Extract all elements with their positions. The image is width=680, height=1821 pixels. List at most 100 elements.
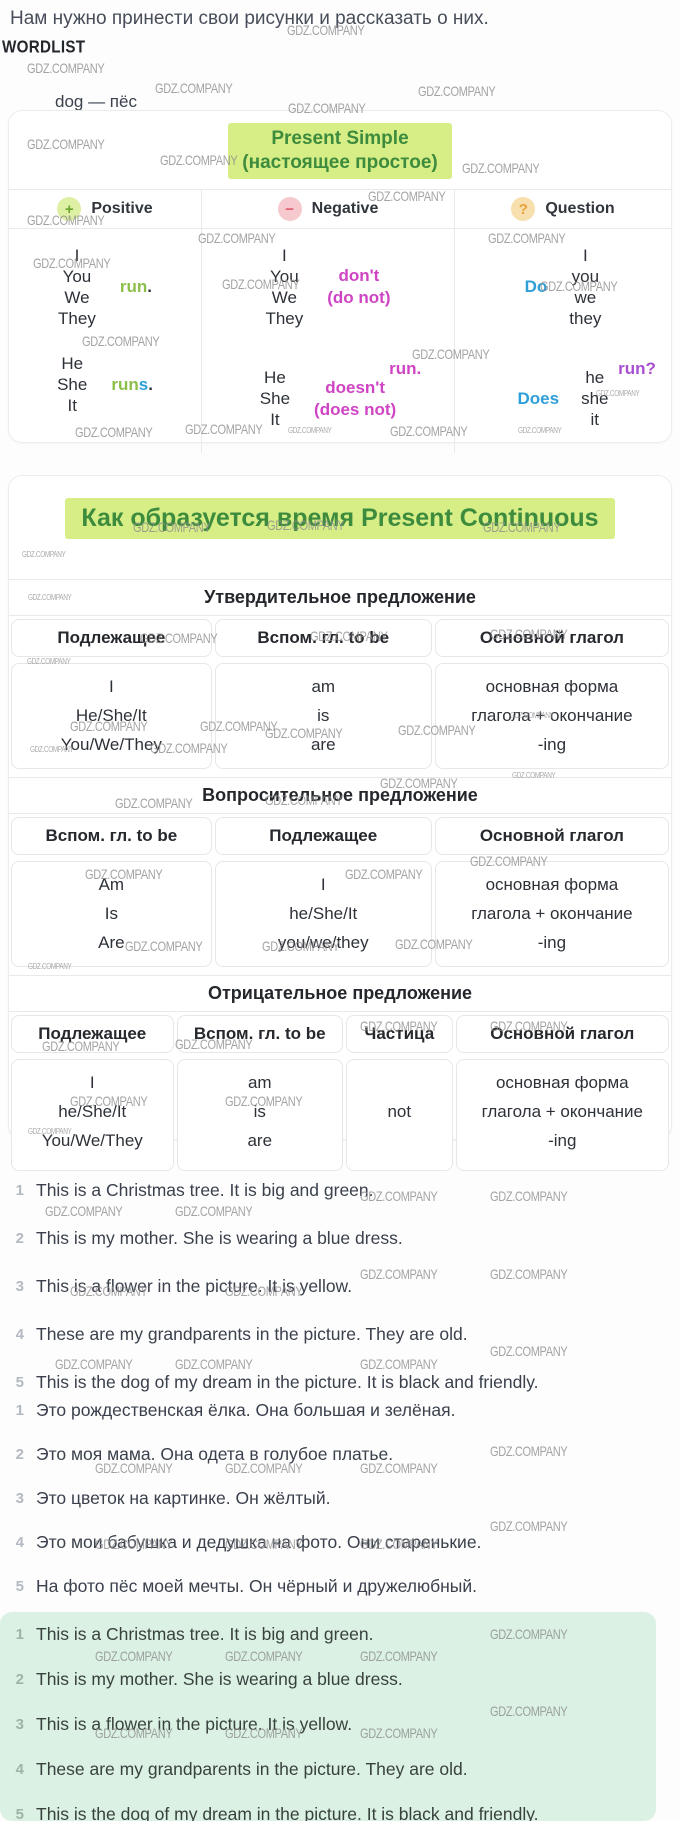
pronoun-list: he she it	[581, 367, 608, 430]
list-number: 5	[15, 1374, 24, 1391]
column-header: Вспом. гл. to be	[176, 1015, 343, 1053]
present-continuous-title: Как образуется время Present Continuous	[9, 498, 671, 539]
list-text: Это рождественская ёлка. Она большая и з…	[36, 1400, 456, 1420]
list-number: 3	[15, 1716, 24, 1733]
list-item: 5 This is the dog of my dream in the pict…	[0, 1372, 680, 1393]
list-text: This is the dog of my dream in the pictu…	[36, 1804, 539, 1821]
affirmative-body-row: I He/She/It You/We/They am is are основн…	[9, 660, 671, 772]
question-group-1: Do I you we they	[525, 245, 602, 329]
table-cell: I he/She/It You/We/They	[11, 1059, 174, 1171]
table-cell: основная форма глагола + окончание -ing	[434, 663, 669, 769]
present-simple-title: Present Simple (настоящее простое)	[9, 123, 671, 179]
answers-russian: 1 Это рождественская ёлка. Она большая и …	[0, 1400, 680, 1597]
watermark: GDZ.COMPANY	[27, 60, 105, 77]
list-text: These are my grandparents in the picture…	[36, 1759, 468, 1779]
pronoun: You	[62, 267, 92, 286]
list-text: This is the dog of my dream in the pictu…	[36, 1372, 539, 1392]
negative-group-1: I You We They don't (do not)	[265, 245, 390, 329]
column-header: Вспом. гл. to be	[11, 817, 212, 855]
list-text: This is a flower in the picture. It is y…	[36, 1714, 353, 1734]
list-item: 3 Это цветок на картинке. Он жёлтый.	[0, 1488, 680, 1509]
table-cell: основная форма глагола + окончание -ing	[434, 861, 669, 967]
list-text: This is a Christmas tree. It is big and …	[36, 1624, 374, 1644]
list-item: 5 This is the dog of my dream in the pict…	[0, 1804, 656, 1821]
auxiliary: Does	[517, 388, 560, 408]
present-simple-card: Present Simple (настоящее простое) + Pos…	[8, 110, 672, 453]
positive-group-2: He She It runs.	[57, 353, 153, 416]
table-cell: I He/She/It You/We/They	[11, 663, 212, 769]
list-text: На фото пёс моей мечты. Он чёрный и друж…	[36, 1576, 477, 1596]
wordlist-heading: WORDLIST	[2, 38, 86, 57]
list-item: 1 Это рождественская ёлка. Она большая и …	[0, 1400, 680, 1421]
list-item: 4 Это мои бабушка и дедушка на фото. Они …	[0, 1532, 680, 1553]
column-header: Частица	[345, 1015, 453, 1053]
list-item: 1 This is a Christmas tree. It is big and…	[0, 1624, 656, 1645]
negative-header: − Negative	[201, 190, 454, 228]
list-number: 2	[15, 1446, 24, 1463]
pronoun-list: He She It	[260, 367, 290, 430]
negative-cell: I You We They don't (do not) run. He She	[201, 229, 454, 453]
plus-icon: +	[57, 197, 82, 221]
list-number: 5	[15, 1578, 24, 1595]
pronoun: it	[590, 410, 600, 429]
answers-highlighted: 1 This is a Christmas tree. It is big and…	[0, 1612, 656, 1821]
title-line-ru: (настоящее простое)	[242, 152, 438, 173]
interrogative-section-title: Вопросительное предложение	[9, 777, 671, 814]
table-cell: am is are	[214, 663, 432, 769]
minus-icon: −	[277, 197, 302, 221]
table-cell: Am Is Are	[11, 861, 212, 967]
question-mark-icon: ?	[511, 197, 536, 221]
question-label: Question	[545, 200, 615, 217]
verb: runs.	[111, 374, 153, 394]
negative-section-title: Отрицательное предложение	[9, 975, 671, 1012]
negative-group-2: He She It doesn't (does not)	[260, 367, 396, 430]
list-item: 3 This is a flower in the picture. It is …	[0, 1276, 680, 1297]
present-continuous-card: Как образуется время Present Continuous …	[8, 475, 672, 1171]
list-number: 4	[15, 1326, 24, 1343]
list-number: 3	[15, 1278, 24, 1295]
list-number: 2	[15, 1230, 24, 1247]
negative-label: Negative	[311, 200, 379, 217]
column-header: Подлежащее	[11, 619, 212, 657]
list-item: 4 These are my grandparents in the pictur…	[0, 1759, 656, 1780]
question-group-2: Does he she it	[518, 367, 609, 430]
list-text: This is my mother. She is wearing a blue…	[36, 1669, 403, 1689]
auxiliary: Do	[524, 277, 548, 296]
negative-header-row: Подлежащее Вспом. гл. to be Частица Осно…	[9, 1012, 671, 1056]
column-header: Подлежащее	[214, 817, 432, 855]
pronoun: We	[64, 288, 90, 307]
list-text: Это мои бабушка и дедушка на фото. Они с…	[36, 1532, 482, 1552]
column-header: Основной глагол	[434, 817, 669, 855]
list-number: 2	[15, 1671, 24, 1688]
list-item: 2 This is my mother. She is wearing a blu…	[0, 1669, 656, 1690]
present-simple-body-row: I You We They run. He She It runs.	[9, 229, 671, 453]
list-number: 1	[15, 1626, 24, 1643]
affirmative-section-title: Утвердительное предложение	[9, 579, 671, 616]
pronoun: you	[571, 267, 600, 286]
pronoun-list: I You We They	[58, 245, 96, 329]
list-text: This is my mother. She is wearing a blue…	[36, 1228, 403, 1248]
list-number: 4	[15, 1761, 24, 1778]
positive-label: Positive	[91, 200, 153, 217]
present-simple-header-row: + Positive − Negative ? Question	[9, 189, 671, 229]
pronoun: She	[259, 389, 291, 408]
list-text: This is a flower in the picture. It is y…	[36, 1276, 353, 1296]
table-cell: am is are	[176, 1059, 343, 1171]
pronoun: It	[67, 396, 77, 415]
list-text: This is a Christmas tree. It is big and …	[36, 1180, 374, 1200]
list-text: Это моя мама. Она одета в голубое платье…	[36, 1444, 394, 1464]
pronoun: You	[270, 267, 299, 286]
pronoun: she	[581, 389, 609, 408]
verb: run.	[119, 277, 152, 296]
interrogative-body-row: Am Is Are I he/She/It you/we/they основн…	[9, 858, 671, 970]
pronoun-list: He She It	[57, 353, 87, 416]
pronoun: I	[74, 246, 80, 265]
list-text: Это цветок на картинке. Он жёлтый.	[36, 1488, 331, 1508]
column-header: Основной глагол	[434, 619, 669, 657]
column-header: Основной глагол	[455, 1015, 669, 1053]
list-number: 3	[15, 1490, 24, 1507]
auxiliary: don't (do not)	[327, 266, 391, 307]
positive-cell: I You We They run. He She It runs.	[9, 229, 201, 453]
list-text: These are my grandparents in the picture…	[36, 1324, 468, 1344]
